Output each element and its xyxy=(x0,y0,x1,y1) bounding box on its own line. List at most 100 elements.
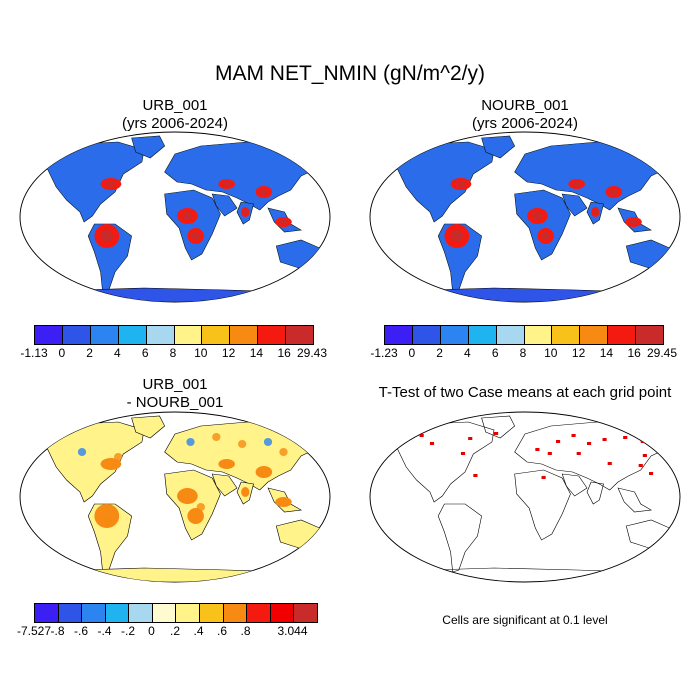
colorbar-tick-label: 0 xyxy=(58,346,66,360)
significant-cell xyxy=(607,462,612,465)
significance-note: Cells are significant at 0.1 level xyxy=(442,613,608,627)
colorbar-tick-label: 14 xyxy=(249,346,264,360)
colorbar-swatch xyxy=(552,326,581,344)
continent-arabia xyxy=(561,473,588,497)
significant-cell xyxy=(623,436,628,439)
hotspot-core xyxy=(541,232,550,240)
map-panel-3 xyxy=(19,411,331,583)
hotspot xyxy=(255,466,273,478)
significant-cell xyxy=(468,437,473,440)
hotspot-core xyxy=(532,212,543,220)
diff-patch xyxy=(279,448,288,456)
continent-eurasia xyxy=(164,421,321,491)
continent-greenland xyxy=(481,135,516,159)
colorbar-tick-label: .6 xyxy=(216,624,228,638)
colorbar-swatch xyxy=(258,326,287,344)
colorbar-swatch xyxy=(202,326,231,344)
hotspot xyxy=(94,504,120,528)
colorbar-tick-label: -.4 xyxy=(97,624,112,638)
colorbar-tick-label: -.8 xyxy=(50,624,65,638)
colorbar-swatch xyxy=(385,326,413,344)
diff-patch xyxy=(238,440,247,448)
panel-1-title: URB_001 (yrs 2006-2024) xyxy=(20,97,330,133)
significant-cell xyxy=(638,464,643,467)
hotspot-core xyxy=(105,181,117,187)
panel-3-title-line1: URB_001 xyxy=(142,376,208,393)
hotspot xyxy=(241,487,250,497)
significant-cell xyxy=(547,452,552,455)
panel-1-colorbar-labels: -1.13 0 2 4 6 8 10 12 14 16 29.43 xyxy=(20,346,327,362)
significant-cell xyxy=(494,432,499,435)
colorbar-tick-label: 8 xyxy=(169,346,177,360)
continent-india xyxy=(586,481,604,505)
significant-cell xyxy=(541,476,546,479)
colorbar-swatch xyxy=(468,326,497,344)
panel-3-title-line2: - NOURB_001 xyxy=(126,394,224,411)
continent-africa xyxy=(514,469,571,541)
panel-2-colorbar-labels: -1.23 0 2 4 6 8 10 12 14 16 29.45 xyxy=(370,346,677,362)
colorbar-tick-label: 0 xyxy=(408,346,416,360)
diff-patch xyxy=(263,438,273,446)
panel-2-title: NOURB_001 (yrs 2006-2024) xyxy=(370,97,680,133)
colorbar-swatch xyxy=(440,326,469,344)
colorbar-tick-label: 6 xyxy=(491,346,499,360)
colorbar-tick-label: 10 xyxy=(194,346,208,360)
panel-3-colorbar xyxy=(34,603,318,623)
hotspot xyxy=(218,459,235,469)
colorbar-swatch xyxy=(247,604,271,622)
continent-shade-eurasia xyxy=(514,142,670,210)
continent-seasia xyxy=(617,487,652,513)
panel-2-title-line1: NOURB_001 xyxy=(481,97,569,114)
colorbar-tick-label: 29.43 xyxy=(296,346,328,360)
continent-namerica xyxy=(390,141,495,223)
significant-cell xyxy=(429,442,435,445)
continent-namerica xyxy=(390,421,495,503)
continent-antarctica xyxy=(400,287,660,302)
continent-shade-arabia xyxy=(212,194,237,216)
continent-antarctica xyxy=(50,567,310,582)
continent-eurasia xyxy=(164,141,321,211)
hotspot xyxy=(275,497,292,507)
colorbar-swatch xyxy=(524,326,553,344)
colorbar-swatch xyxy=(58,604,83,622)
panel-1-colorbar xyxy=(34,325,314,345)
hotspot-core xyxy=(259,189,268,195)
colorbar-swatch xyxy=(105,604,130,622)
colorbar-swatch xyxy=(608,326,637,344)
diff-patch xyxy=(212,433,221,441)
colorbar-tick-label: 6 xyxy=(141,346,149,360)
colorbar-tick-label: -7.527 xyxy=(16,624,52,638)
diff-patch xyxy=(196,503,205,511)
map-panel-2 xyxy=(369,131,681,303)
colorbar-swatch xyxy=(176,604,201,622)
significant-cell xyxy=(642,454,647,457)
continent-eurasia xyxy=(514,421,671,491)
continent-greenland xyxy=(131,135,166,159)
colorbar-tick-label: 3.044 xyxy=(277,624,308,638)
hotspot-core xyxy=(629,219,638,225)
map-panel-1 xyxy=(19,131,331,303)
colorbar-swatch xyxy=(270,604,295,622)
colorbar-tick-label: 8 xyxy=(519,346,527,360)
diff-patch xyxy=(186,438,195,446)
colorbar-tick-label: 29.45 xyxy=(646,346,678,360)
significant-cell xyxy=(602,438,607,441)
panel-1-title-line1: URB_001 xyxy=(142,97,208,114)
colorbar-tick-label: -.6 xyxy=(73,624,89,638)
colorbar-swatch xyxy=(118,326,147,344)
continent-antarctica xyxy=(50,287,310,302)
colorbar-tick-label: 16 xyxy=(627,346,641,360)
globe-outline xyxy=(369,411,681,583)
colorbar-tick-label: 14 xyxy=(599,346,614,360)
continent-greenland xyxy=(481,415,516,439)
panel-4-title: T-Test of two Case means at each grid po… xyxy=(378,384,672,401)
significant-cell xyxy=(535,448,540,451)
colorbar-tick-label: 4 xyxy=(114,346,121,360)
hotspot xyxy=(100,458,122,470)
continent-namerica xyxy=(40,141,145,223)
continent-eurasia xyxy=(514,141,671,211)
continent-africa xyxy=(164,469,221,541)
colorbar-tick-label: 12 xyxy=(221,346,236,360)
hotspot xyxy=(177,488,198,504)
